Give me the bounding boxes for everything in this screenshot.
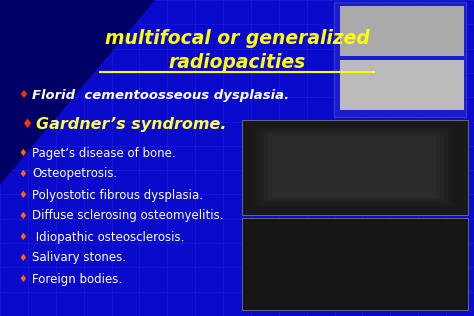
FancyBboxPatch shape xyxy=(340,6,464,56)
Text: Idiopathic osteosclerosis.: Idiopathic osteosclerosis. xyxy=(32,230,184,244)
FancyBboxPatch shape xyxy=(248,124,460,209)
Text: ♦: ♦ xyxy=(18,253,27,263)
FancyBboxPatch shape xyxy=(272,136,436,197)
Text: Gardner’s syndrome.: Gardner’s syndrome. xyxy=(36,118,227,132)
Text: ♦: ♦ xyxy=(18,190,27,200)
FancyBboxPatch shape xyxy=(260,130,448,203)
FancyBboxPatch shape xyxy=(334,2,466,117)
Text: ♦: ♦ xyxy=(18,232,27,242)
FancyBboxPatch shape xyxy=(340,60,464,110)
Text: Osteopetrosis.: Osteopetrosis. xyxy=(32,167,117,180)
Text: Florid  cementoosseous dysplasia.: Florid cementoosseous dysplasia. xyxy=(32,88,289,101)
Text: ♦: ♦ xyxy=(18,90,28,100)
Text: ♦: ♦ xyxy=(18,274,27,284)
FancyBboxPatch shape xyxy=(242,120,468,215)
FancyBboxPatch shape xyxy=(264,132,444,201)
Text: Salivary stones.: Salivary stones. xyxy=(32,252,126,264)
Polygon shape xyxy=(0,0,155,185)
Text: Diffuse sclerosing osteomyelitis.: Diffuse sclerosing osteomyelitis. xyxy=(32,210,224,222)
Text: ♦: ♦ xyxy=(18,211,27,221)
FancyBboxPatch shape xyxy=(268,134,440,199)
Text: ♦: ♦ xyxy=(18,169,27,179)
Text: multifocal or generalized: multifocal or generalized xyxy=(105,28,369,47)
Text: Paget’s disease of bone.: Paget’s disease of bone. xyxy=(32,147,176,160)
FancyBboxPatch shape xyxy=(244,122,464,211)
Text: ♦: ♦ xyxy=(22,118,33,131)
FancyBboxPatch shape xyxy=(242,218,468,310)
FancyBboxPatch shape xyxy=(256,128,452,205)
Text: ♦: ♦ xyxy=(18,148,27,158)
FancyBboxPatch shape xyxy=(252,126,456,207)
Text: radiopacities: radiopacities xyxy=(168,52,306,71)
Text: Foreign bodies.: Foreign bodies. xyxy=(32,272,122,285)
Text: Polyostotic fibrous dysplasia.: Polyostotic fibrous dysplasia. xyxy=(32,189,203,202)
